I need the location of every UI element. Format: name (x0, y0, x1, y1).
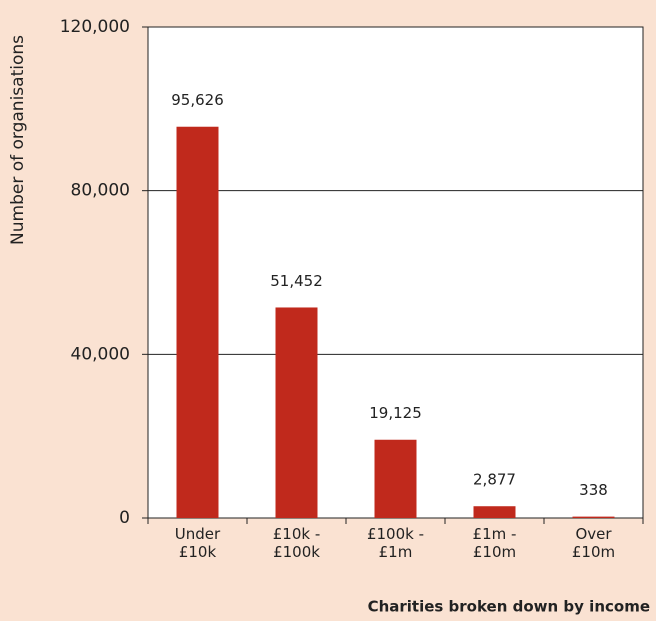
plot-area (147, 26, 644, 519)
bar (572, 516, 615, 518)
x-tick-label: Over £10m (572, 525, 615, 561)
bar (275, 307, 318, 518)
bar (374, 439, 417, 518)
x-axis-label: Charities broken down by income (368, 598, 650, 616)
x-tick-label: £10k -£100k (273, 525, 321, 561)
data-label: 51,452 (270, 272, 323, 290)
data-label: 95,626 (171, 91, 224, 109)
x-tick-label: £100k -£1m (367, 525, 424, 561)
data-label: 19,125 (369, 404, 422, 422)
y-tick-label: 120,000 (60, 17, 130, 37)
bar (473, 506, 516, 518)
x-tick-label: Under £10k (175, 525, 221, 561)
bar (176, 126, 219, 518)
y-axis-label: Number of organisations (8, 35, 28, 245)
y-tick-label: 80,000 (71, 181, 130, 201)
y-tick-label: 40,000 (71, 344, 130, 364)
y-tick-label: 0 (119, 508, 130, 528)
data-label: 2,877 (473, 471, 516, 489)
data-label: 338 (579, 481, 608, 499)
x-tick-label: £1m -£10m (473, 525, 517, 561)
